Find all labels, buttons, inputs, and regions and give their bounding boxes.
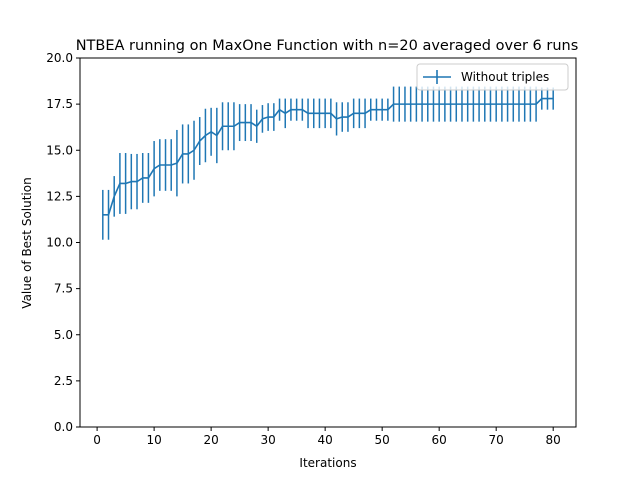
x-tick-label: 60 <box>432 433 447 447</box>
y-tick-label: 20.0 <box>46 51 73 65</box>
x-tick-label: 80 <box>546 433 561 447</box>
y-tick-label: 10.0 <box>46 236 73 250</box>
x-tick-label: 30 <box>260 433 275 447</box>
y-tick-label: 0.0 <box>54 420 73 434</box>
legend: Without triples <box>416 63 569 91</box>
plot-area <box>102 86 554 240</box>
x-tick-label: 50 <box>375 433 390 447</box>
y-tick-label: 15.0 <box>46 143 73 157</box>
series-line <box>102 97 554 216</box>
y-tick-label: 2.5 <box>54 374 73 388</box>
y-tick-label: 7.5 <box>54 282 73 296</box>
x-tick-label: 70 <box>489 433 504 447</box>
x-axis-label: Iterations <box>299 456 356 470</box>
legend-box <box>416 63 569 91</box>
legend-label: Without triples <box>461 70 549 84</box>
y-tick-label: 17.5 <box>46 97 73 111</box>
series-0 <box>102 86 554 240</box>
x-tick-label: 40 <box>318 433 333 447</box>
axes: 0 10 20 30 40 50 60 70 80 0.0 2.5 5.0 7.5 10.0 12.5 15.… <box>46 51 577 447</box>
y-axis-label: Value of Best Solution <box>20 177 34 308</box>
y-tick-label: 12.5 <box>46 189 73 203</box>
chart-title: NTBEA running on MaxOne Function with n=… <box>76 38 579 54</box>
x-tick-label: 0 <box>93 433 101 447</box>
x-tick-label: 20 <box>203 433 218 447</box>
y-tick-label: 5.0 <box>54 328 73 342</box>
x-tick-label: 10 <box>146 433 161 447</box>
